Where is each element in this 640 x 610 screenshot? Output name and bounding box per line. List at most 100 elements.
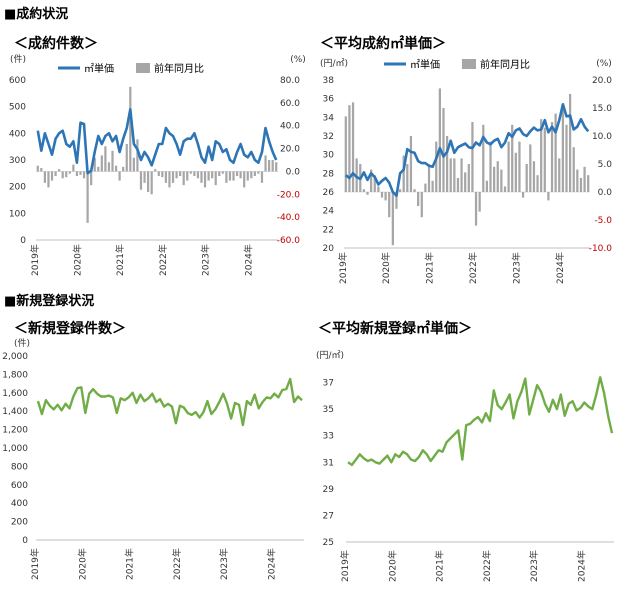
- y-tick-left: 100: [9, 209, 26, 219]
- yoy-bar: [146, 171, 150, 192]
- yoy-bar: [97, 166, 100, 172]
- yoy-bar: [409, 136, 413, 192]
- yoy-bar: [576, 169, 579, 192]
- chart-title-registration-count: ＜新規登録件数＞: [14, 321, 126, 337]
- y-tick-right: 10.0: [592, 132, 612, 142]
- yoy-bar: [514, 152, 517, 192]
- y-tick-left: 20: [323, 244, 335, 254]
- x-tick-label: 2019年: [337, 252, 349, 284]
- x-tick-label: 2019年: [339, 550, 351, 582]
- x-tick-label: 2022年: [467, 252, 479, 284]
- y-tick-right: 60.0: [280, 99, 300, 109]
- yoy-bar: [550, 122, 554, 192]
- y-tick-left: 200: [9, 183, 26, 193]
- yoy-bar: [460, 158, 463, 192]
- yoy-bar: [65, 171, 68, 178]
- x-tick-label: 2023年: [218, 548, 230, 580]
- x-tick-label: 2021年: [424, 252, 436, 284]
- y-tick-left: 31: [323, 458, 334, 468]
- yoy-bar: [500, 169, 503, 192]
- y-axis-unit-left: (件): [14, 337, 30, 349]
- series-line: [36, 377, 303, 427]
- x-tick-label: 2020年: [76, 548, 88, 580]
- yoy-bar: [366, 192, 369, 195]
- yoy-bar: [79, 171, 82, 175]
- yoy-bar: [171, 171, 175, 183]
- yoy-bar: [485, 180, 489, 192]
- section-title-registrations: ■新規登録状況: [4, 294, 95, 309]
- yoy-bar: [413, 189, 416, 192]
- yoy-bar: [43, 171, 47, 183]
- yoy-bar: [168, 171, 171, 188]
- yoy-bar: [225, 171, 228, 183]
- yoy-bar: [40, 168, 43, 172]
- y-tick-left: 300: [9, 156, 26, 166]
- yoy-bar: [58, 169, 61, 172]
- yoy-bar: [445, 136, 449, 192]
- yoy-bar: [417, 192, 420, 206]
- yoy-bar: [391, 192, 394, 246]
- yoy-bar: [111, 150, 114, 172]
- yoy-bar: [579, 178, 583, 192]
- x-tick-label: 2021年: [124, 548, 136, 580]
- y-tick-right: 20.0: [280, 145, 300, 155]
- chart-title-contract-unit-price: ＜平均成約㎡単価＞: [320, 36, 446, 52]
- y-axis-unit-right: (%): [596, 59, 612, 69]
- yoy-bar: [572, 147, 575, 192]
- y-axis-unit-left: (件): [10, 53, 26, 65]
- yoy-bar: [373, 175, 376, 192]
- y-tick-left: 1,800: [2, 370, 28, 380]
- y-tick-left: 400: [9, 129, 26, 139]
- yoy-bar: [482, 124, 485, 192]
- yoy-bar: [114, 165, 118, 172]
- yoy-bar: [435, 141, 438, 192]
- x-tick-label: 2024年: [554, 252, 566, 284]
- x-tick-label: 2021年: [114, 244, 126, 276]
- y-tick-left: 2,000: [2, 352, 28, 362]
- yoy-bar: [431, 180, 434, 192]
- yoy-bar: [196, 171, 200, 179]
- yoy-bar: [93, 157, 96, 172]
- yoy-bar: [554, 113, 557, 192]
- yoy-bar: [561, 108, 564, 192]
- yoy-bar: [271, 160, 274, 172]
- yoy-bar: [362, 189, 366, 192]
- chart-title-contract-count: ＜成約件数＞: [14, 36, 98, 52]
- series-line: [347, 376, 614, 467]
- yoy-bar: [442, 108, 445, 192]
- x-tick-label: 2022年: [481, 550, 493, 582]
- yoy-bar: [264, 155, 267, 172]
- yoy-bar: [438, 88, 441, 192]
- section-title-contracts: ■成約状況: [4, 7, 69, 22]
- yoy-bar: [200, 171, 203, 183]
- y-tick-right: 15.0: [592, 104, 612, 114]
- unit-price-line: [345, 103, 590, 197]
- unit-price-line: [36, 108, 278, 175]
- y-tick-left: 1,200: [2, 426, 28, 436]
- yoy-bar: [86, 171, 89, 223]
- yoy-bar: [193, 171, 196, 176]
- yoy-bar: [511, 124, 514, 192]
- yoy-bar: [348, 105, 351, 192]
- y-tick-right: 5.0: [598, 160, 613, 170]
- yoy-bar: [565, 124, 568, 192]
- y-tick-left: 37: [323, 379, 334, 389]
- yoy-bar: [175, 171, 178, 179]
- yoy-bar: [186, 171, 189, 181]
- yoy-bar: [50, 171, 54, 181]
- y-axis-unit-left: (円/㎡): [320, 58, 348, 69]
- yoy-bar: [221, 171, 224, 174]
- y-tick-right: -60.0: [277, 236, 301, 246]
- yoy-bar: [449, 158, 452, 192]
- yoy-bar: [507, 141, 510, 192]
- y-tick-left: 28: [323, 169, 335, 179]
- yoy-bar: [47, 171, 50, 188]
- yoy-bar: [558, 158, 561, 192]
- y-tick-left: 1,400: [2, 407, 28, 417]
- yoy-bar: [136, 139, 139, 172]
- y-tick-left: 29: [323, 485, 335, 495]
- yoy-bar: [232, 171, 235, 181]
- x-tick-label: 2024年: [265, 548, 277, 580]
- yoy-bar: [129, 86, 132, 172]
